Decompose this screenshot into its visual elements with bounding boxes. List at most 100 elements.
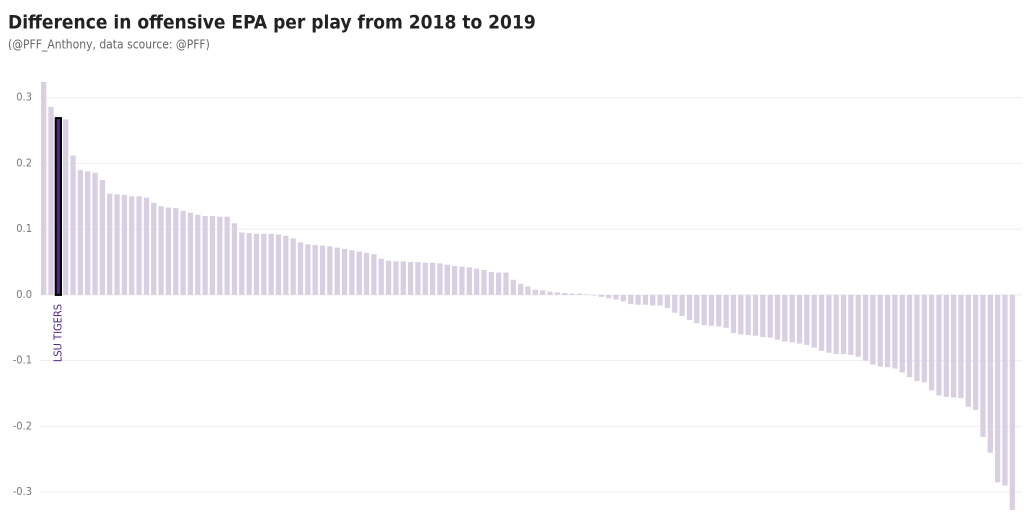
- y-tick-label: 0.2: [16, 156, 32, 169]
- bar: [884, 294, 891, 368]
- bar: [562, 292, 568, 295]
- bar: [840, 294, 847, 355]
- bar: [936, 294, 942, 396]
- bar: [415, 262, 421, 295]
- bar: [796, 294, 803, 344]
- bar: [158, 206, 164, 295]
- bar: [532, 289, 538, 295]
- bar: [187, 212, 194, 295]
- bar: [202, 216, 208, 295]
- bar: [356, 251, 362, 295]
- bar: [862, 294, 869, 361]
- bar: [54, 117, 62, 296]
- bar: [195, 214, 201, 295]
- bar: [760, 294, 766, 337]
- bar: [855, 294, 861, 357]
- bar: [569, 293, 575, 295]
- bar: [1002, 294, 1008, 486]
- y-tick-label: 0.3: [16, 91, 32, 104]
- bar: [745, 294, 751, 336]
- bar: [694, 294, 700, 324]
- bar: [995, 294, 1001, 483]
- chart-subtitle: (@PFF_Anthony, data scource: @PFF): [8, 38, 210, 52]
- bar: [385, 260, 392, 295]
- bar: [319, 245, 326, 295]
- bar: [598, 294, 605, 297]
- chart-title: Difference in offensive EPA per play fro…: [8, 12, 536, 34]
- bar: [496, 272, 502, 295]
- bar: [290, 238, 296, 295]
- y-tick-label: 0.1: [16, 222, 32, 235]
- bar: [811, 294, 817, 348]
- bar: [393, 261, 399, 295]
- bar: [620, 294, 627, 302]
- bar: [129, 196, 135, 295]
- bar: [437, 263, 443, 295]
- bar: [429, 262, 436, 295]
- bar: [547, 291, 553, 295]
- bar: [224, 216, 230, 295]
- bar: [305, 244, 311, 295]
- bar: [92, 172, 98, 295]
- bar: [987, 294, 993, 453]
- bar: [77, 170, 84, 295]
- bar: [980, 294, 986, 437]
- bar: [173, 208, 179, 295]
- bar: [899, 294, 905, 373]
- bar: [540, 290, 546, 295]
- bar: [892, 294, 898, 369]
- bar: [716, 294, 722, 327]
- bar: [312, 244, 318, 295]
- bar: [972, 294, 979, 410]
- bar: [151, 202, 157, 295]
- bar: [679, 294, 685, 316]
- bar: [143, 197, 150, 295]
- bar: [165, 207, 172, 295]
- bar: [782, 294, 788, 342]
- bar: [576, 293, 583, 295]
- bar: [613, 294, 619, 300]
- bar: [818, 294, 825, 351]
- bar: [606, 294, 612, 299]
- bar: [209, 216, 216, 295]
- x-tick-label: LSU TIGERS: [51, 304, 64, 362]
- bar: [48, 106, 54, 295]
- bar: [730, 294, 737, 334]
- bar: [63, 119, 69, 295]
- bar: [451, 266, 458, 295]
- bar: [591, 294, 597, 296]
- bar: [752, 294, 759, 336]
- bar: [958, 294, 964, 399]
- bar: [943, 294, 949, 397]
- bar: [650, 294, 656, 306]
- bar: [239, 232, 245, 295]
- bar: [701, 294, 707, 326]
- bar: [672, 294, 678, 313]
- bar: [400, 261, 406, 295]
- bar: [466, 267, 472, 295]
- bar: [503, 272, 509, 295]
- y-tick-label: -0.2: [13, 419, 32, 432]
- bar: [664, 294, 671, 309]
- bar: [804, 294, 810, 345]
- bar: [444, 264, 450, 295]
- bar: [334, 247, 340, 295]
- bar: [906, 294, 913, 378]
- bar: [833, 294, 839, 355]
- bar: [261, 233, 267, 295]
- bar: [738, 294, 744, 335]
- bar: [708, 294, 715, 326]
- bar: [180, 210, 186, 295]
- bar: [965, 294, 971, 407]
- bar: [422, 262, 428, 295]
- bar: [268, 233, 274, 295]
- bar: [341, 248, 348, 295]
- bar: [253, 233, 260, 295]
- bar: [657, 294, 663, 306]
- bar: [407, 262, 414, 295]
- bar: [848, 294, 854, 355]
- bar: [1009, 294, 1015, 510]
- bar: [378, 258, 384, 295]
- bar: [459, 266, 465, 295]
- bar: [628, 294, 634, 305]
